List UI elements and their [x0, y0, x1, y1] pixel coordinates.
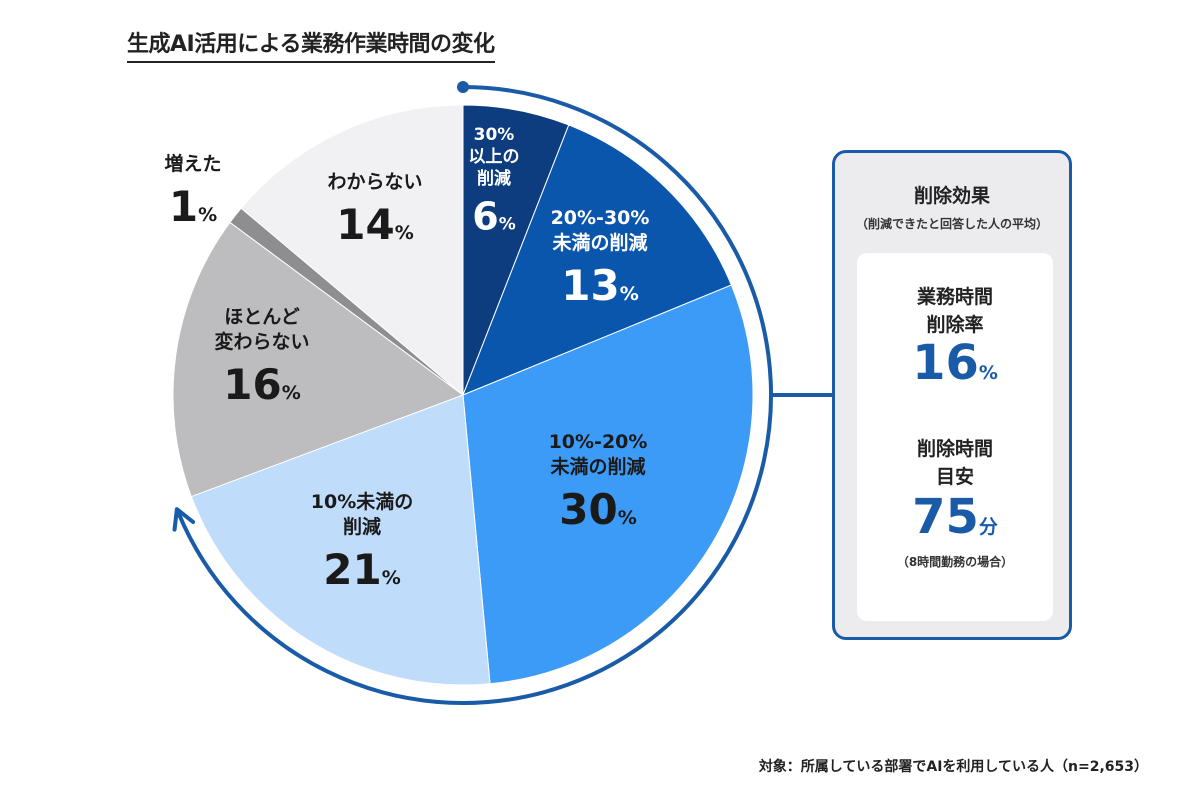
panel-title: 削除効果	[913, 185, 990, 207]
slice-label-line: 未満の削減	[551, 231, 647, 254]
slice-label-5: 増えた	[164, 152, 221, 175]
slice-value-3: 21%	[323, 545, 401, 594]
slice-label-line: 未満の削減	[549, 455, 645, 478]
pie-slice-1	[462, 124, 733, 396]
metric2-label-line1: 削除時間	[916, 438, 993, 460]
slice-value-5: 1%	[169, 182, 217, 231]
slice-label-line: 10%未満の	[311, 490, 413, 513]
metric1-unit: %	[978, 362, 998, 384]
metric1-label-line1: 業務時間	[916, 286, 993, 308]
metric1-value: 16	[912, 335, 979, 391]
pie-slice-4	[172, 221, 465, 498]
slice-label-line: 増えた	[164, 152, 221, 175]
slice-label-4: ほとんど変わらない	[214, 306, 309, 353]
slice-label-line: 削減	[477, 168, 511, 189]
metric1-value-wrap: 16%	[857, 335, 1053, 391]
slice-label-1: 20%-30%未満の削減	[551, 207, 650, 254]
slice-label-line: ほとんど	[224, 306, 299, 328]
slice-value-2: 30%	[559, 485, 637, 534]
slice-label-3: 10%未満の削減	[311, 490, 413, 538]
metric2-note: （8時間勤務の場合）	[896, 555, 1014, 569]
panel-card: 業務時間 削除率 16% 削除時間 目安 75分 （8時間勤務の場合）	[857, 253, 1053, 621]
slice-value-6: 14%	[336, 200, 414, 249]
slice-label-line: 30%	[474, 125, 515, 145]
slice-value-0: 6%	[472, 195, 516, 239]
slice-label-0: 30%以上の削減	[469, 125, 520, 189]
reduction-arc	[176, 85, 773, 705]
chart-title: 生成AI活用による業務作業時間の変化	[127, 26, 495, 63]
metric2-value: 75	[912, 489, 979, 545]
slice-label-6: わからない	[327, 171, 422, 193]
slice-label-line: 20%-30%	[551, 207, 650, 229]
pie-slice-6	[240, 104, 464, 397]
metric2-value-wrap: 75分	[857, 489, 1053, 545]
pie-slice-2	[462, 284, 754, 685]
slice-value-4: 16%	[223, 360, 301, 409]
footnote: 対象：所属している部署でAIを利用している人（n=2,653）	[758, 759, 1148, 775]
arc-arrow-head	[172, 507, 196, 532]
effect-panel: 削除効果 （削減できたと回答した人の平均） 業務時間 削除率 16% 削除時間 …	[832, 150, 1072, 640]
slice-value-1: 13%	[561, 261, 639, 310]
slice-label-line: 変わらない	[214, 330, 309, 353]
slice-label-line: 以上の	[469, 147, 520, 167]
slice-label-line: 10%-20%	[549, 431, 648, 453]
slice-label-line: 削減	[343, 515, 381, 538]
arc-start-dot	[457, 81, 469, 93]
slice-label-line: わからない	[327, 171, 422, 193]
pie-slice-3	[190, 394, 491, 686]
panel-subtitle: （削減できたと回答した人の平均）	[855, 217, 1048, 231]
slice-label-2: 10%-20%未満の削減	[549, 431, 648, 478]
metric2-label-line2: 目安	[935, 466, 974, 488]
metric2-unit: 分	[978, 516, 998, 538]
metric1-label-line2: 削除率	[926, 314, 984, 336]
